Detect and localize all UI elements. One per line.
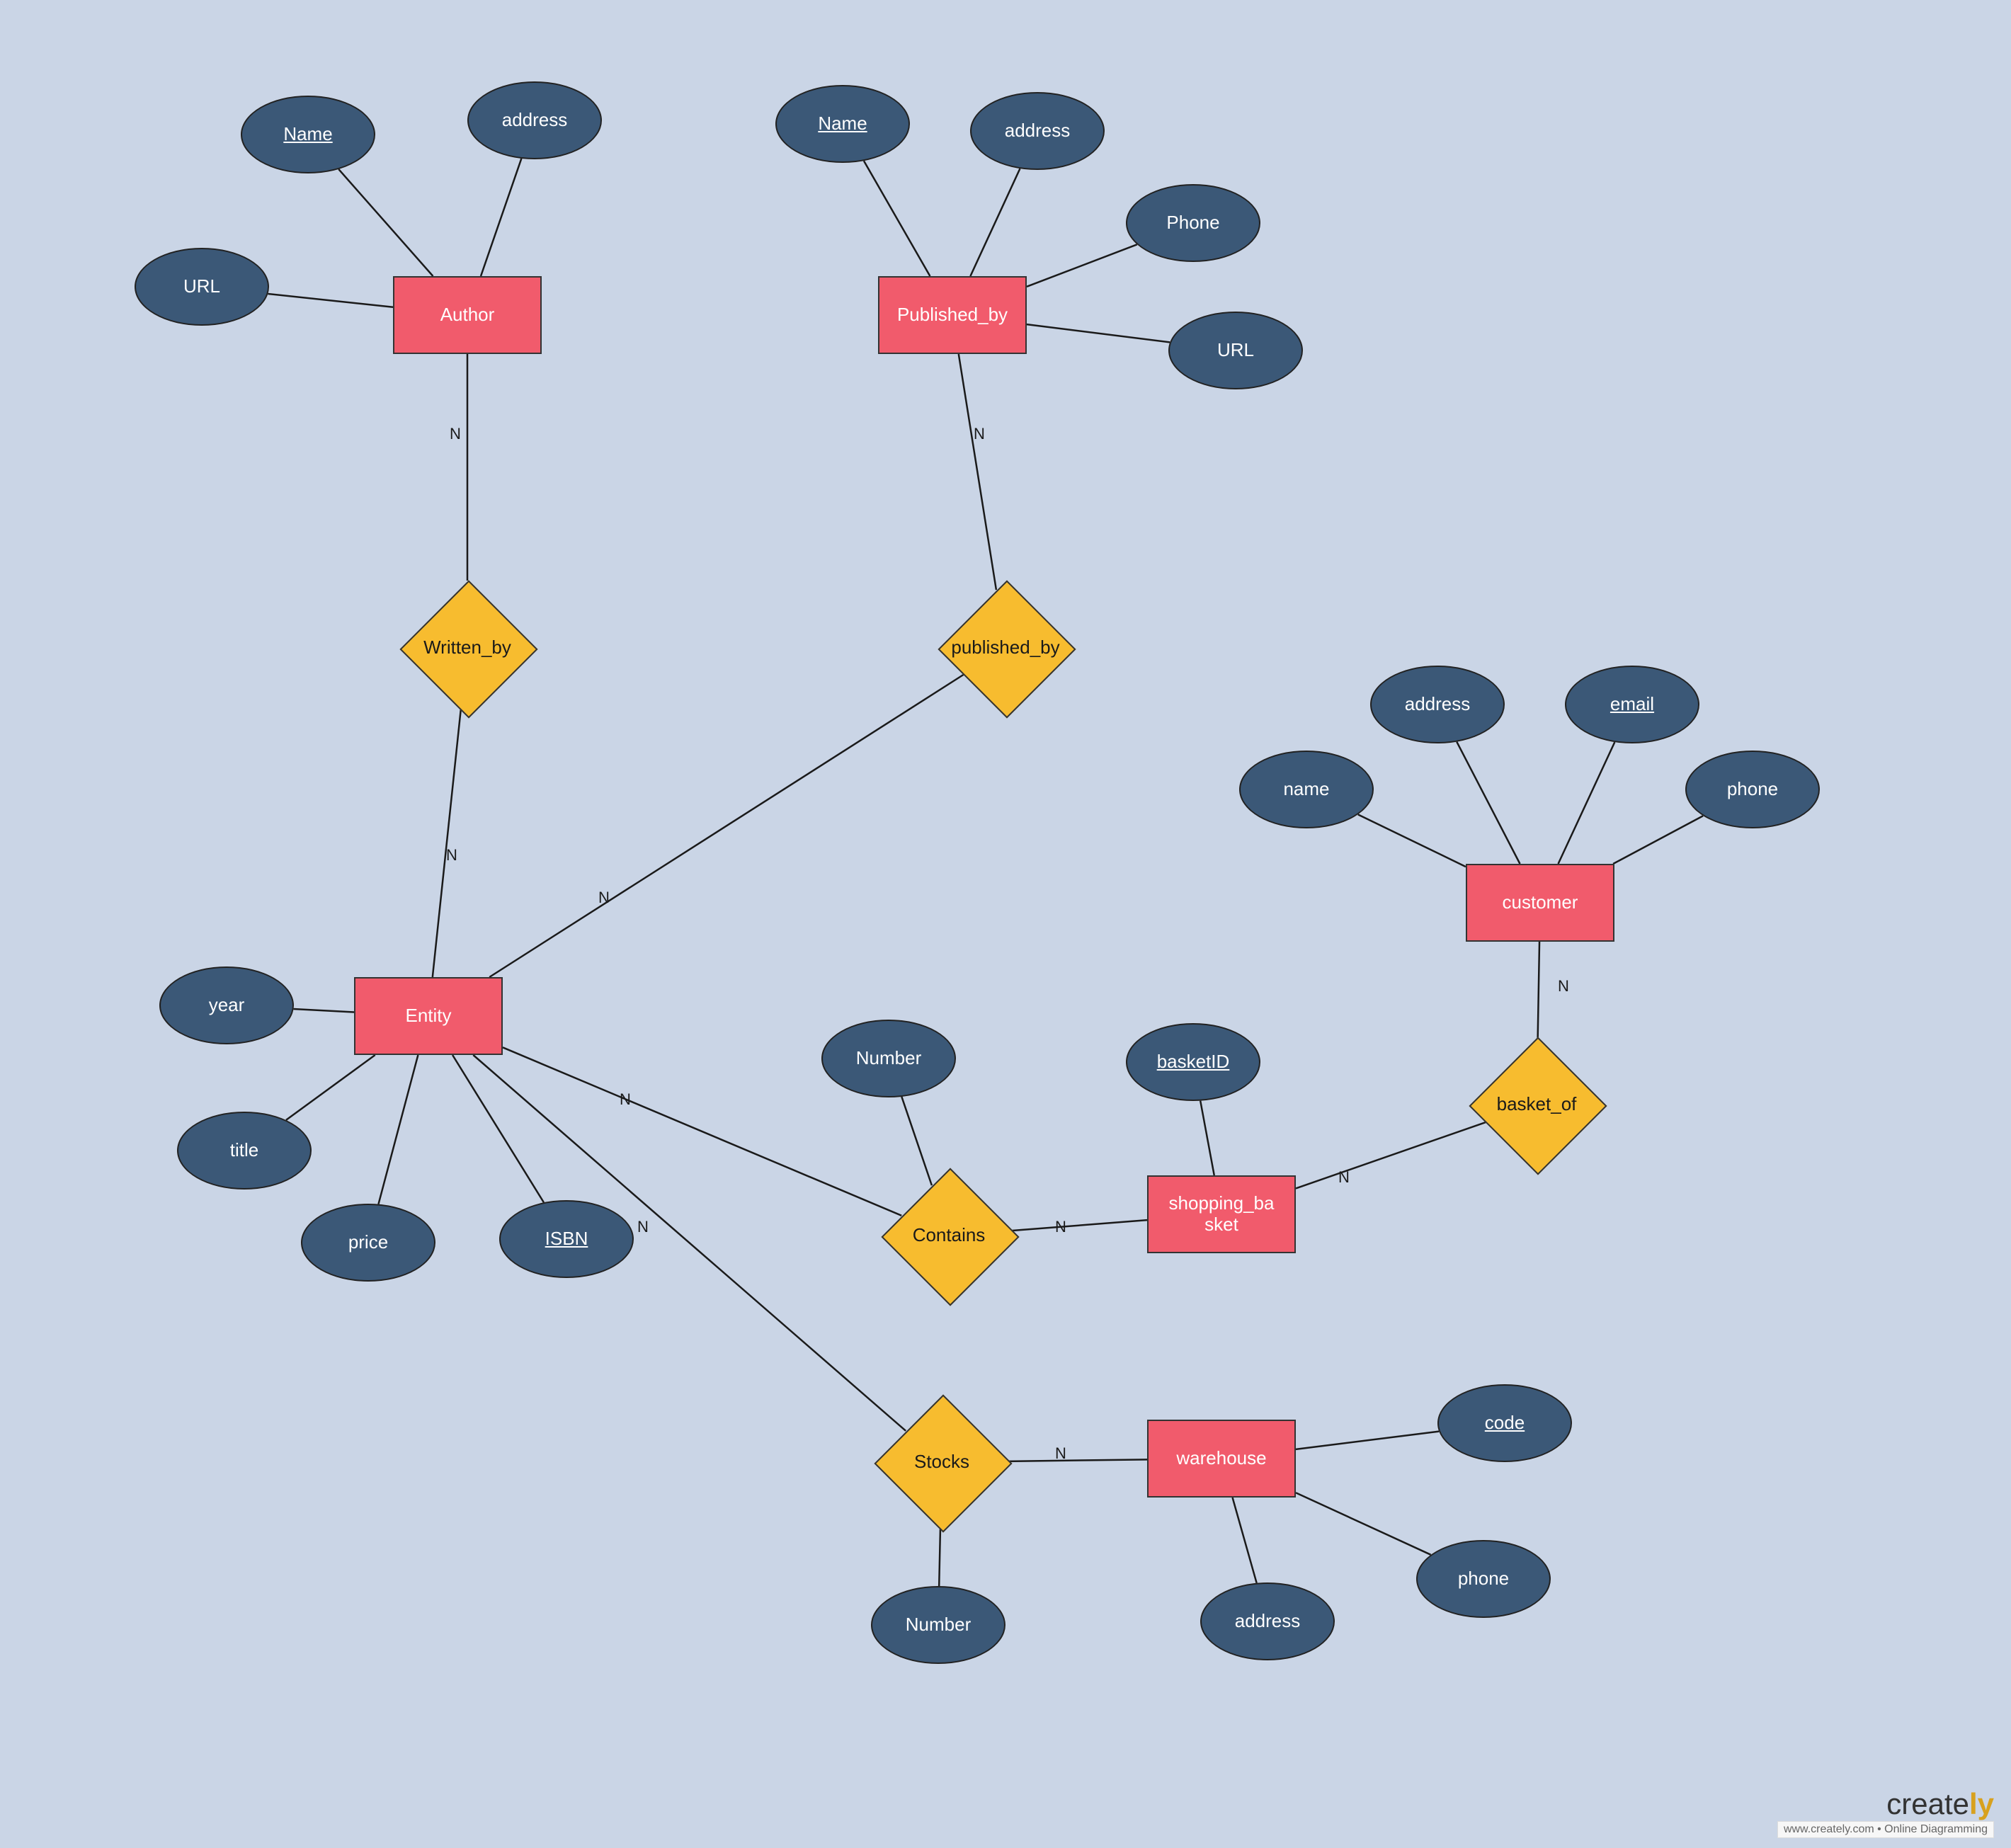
entity-label: warehouse: [1176, 1448, 1266, 1469]
rel-stocks: Stocks: [875, 1395, 1009, 1529]
entity-label: Author: [440, 304, 495, 326]
attr-wh_addr: address: [1200, 1582, 1335, 1660]
attr-wh_phone: phone: [1416, 1540, 1551, 1618]
attr-wh_code: code: [1437, 1384, 1572, 1462]
attr-label: price: [348, 1232, 388, 1253]
attr-cust_email: email: [1565, 666, 1699, 743]
watermark: creately www.creately.com • Online Diagr…: [1777, 1787, 1994, 1838]
entity-customer: customer: [1466, 864, 1614, 942]
cardinality: N: [446, 846, 457, 865]
cardinality: N: [1558, 977, 1569, 996]
watermark-sub: www.creately.com • Online Diagramming: [1777, 1821, 1994, 1838]
attr-author_addr: address: [467, 81, 602, 159]
attr-label: address: [502, 110, 568, 131]
rel-label: published_by: [951, 637, 1059, 658]
entity-author: Author: [393, 276, 542, 354]
attr-label: email: [1610, 694, 1654, 715]
cardinality: N: [1055, 1444, 1066, 1463]
attr-label: URL: [1217, 340, 1254, 361]
attr-cust_name: name: [1239, 751, 1374, 828]
entity-label: shopping_ba sket: [1169, 1193, 1275, 1236]
rel-basket_of: basket_of: [1469, 1037, 1604, 1172]
attr-label: year: [209, 995, 245, 1016]
attr-stocks_num: Number: [871, 1586, 1006, 1664]
attr-ent_title: title: [177, 1112, 312, 1190]
attr-label: Number: [856, 1048, 921, 1069]
attr-label: Name: [283, 124, 332, 145]
attr-pub_phone: Phone: [1126, 184, 1260, 262]
attr-contains_num: Number: [821, 1020, 956, 1097]
attr-ent_isbn: ISBN: [499, 1200, 634, 1278]
cardinality: N: [1055, 1218, 1066, 1236]
attr-label: address: [1405, 694, 1471, 715]
entity-label: Published_by: [897, 304, 1008, 326]
rel-written_by: Written_by: [400, 581, 535, 715]
attr-label: URL: [183, 276, 220, 297]
entity-label: customer: [1503, 892, 1578, 913]
rel-label: Contains: [913, 1225, 986, 1246]
attr-ent_year: year: [159, 966, 294, 1044]
attr-label: address: [1235, 1611, 1301, 1632]
attr-pub_addr: address: [970, 92, 1105, 170]
entity-publisher: Published_by: [878, 276, 1027, 354]
rel-contains: Contains: [882, 1168, 1016, 1303]
attr-label: address: [1005, 120, 1071, 142]
cardinality: N: [450, 425, 461, 443]
attr-label: Phone: [1166, 212, 1219, 234]
attr-label: Number: [906, 1614, 971, 1636]
attr-pub_url: URL: [1168, 312, 1303, 389]
attr-label: phone: [1727, 779, 1778, 800]
entity-entity: Entity: [354, 977, 503, 1055]
attr-label: title: [230, 1140, 258, 1161]
attr-label: name: [1283, 779, 1329, 800]
rel-label: Written_by: [423, 637, 511, 658]
attr-basket_id: basketID: [1126, 1023, 1260, 1101]
watermark-brand: creately: [1777, 1787, 1994, 1821]
rel-label: basket_of: [1497, 1094, 1577, 1115]
cardinality: N: [974, 425, 985, 443]
entity-warehouse: warehouse: [1147, 1420, 1296, 1498]
entity-label: Entity: [405, 1005, 451, 1027]
attr-label: basketID: [1157, 1051, 1230, 1073]
cardinality: N: [620, 1090, 631, 1109]
cardinality: N: [598, 889, 610, 907]
attr-pub_name: Name: [775, 85, 910, 163]
attr-label: code: [1485, 1413, 1525, 1434]
attr-author_url: URL: [135, 248, 269, 326]
attr-label: Name: [818, 113, 867, 135]
attr-ent_price: price: [301, 1204, 435, 1282]
attr-author_name: Name: [241, 96, 375, 173]
attr-cust_addr: address: [1370, 666, 1505, 743]
entity-basket: shopping_ba sket: [1147, 1175, 1296, 1253]
attr-label: phone: [1458, 1568, 1509, 1590]
cardinality: N: [637, 1218, 649, 1236]
attr-label: ISBN: [545, 1228, 588, 1250]
rel-published_rel: published_by: [938, 581, 1073, 715]
cardinality: N: [1338, 1168, 1350, 1187]
diagram-canvas: Author Name address URL Published_by Name addr…: [0, 0, 2011, 1848]
rel-label: Stocks: [914, 1451, 969, 1473]
attr-cust_phone: phone: [1685, 751, 1820, 828]
